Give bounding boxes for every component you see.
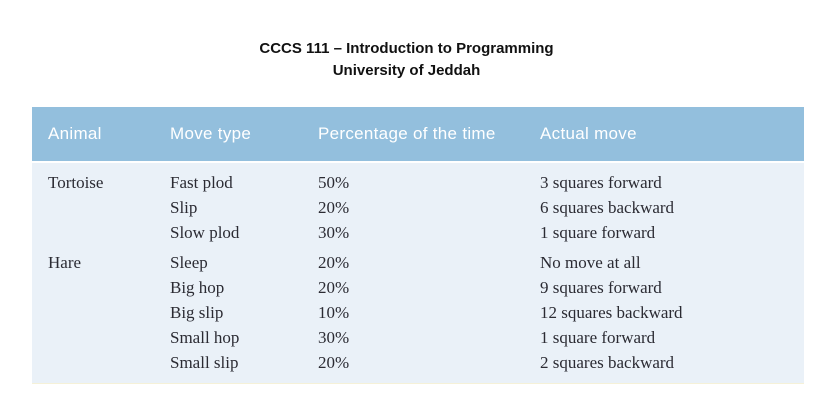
cell-percentage: 30%	[318, 223, 350, 242]
animal-group: Tortoise Fast plod 50% 3 squares forward Sli…	[48, 170, 804, 245]
cell-animal: Tortoise	[48, 173, 104, 192]
column-header-animal: Animal	[48, 124, 102, 143]
cell-animal	[48, 350, 170, 375]
cell-move-type: Small slip	[170, 353, 239, 372]
cell-move-type: Small hop	[170, 328, 240, 347]
cell-actual-move: 1 square forward	[540, 223, 656, 242]
cell-percentage: 20%	[318, 198, 350, 217]
cell-actual-move: 3 squares forward	[540, 173, 662, 192]
column-header-actual-move: Actual move	[540, 124, 637, 143]
cell-animal	[48, 325, 170, 350]
table-row: Small hop 30% 1 square forward	[48, 325, 804, 350]
course-title: CCCS 111 – Introduction to Programming	[259, 40, 554, 57]
cell-move-type: Slip	[170, 198, 198, 217]
column-header-percentage: Percentage of the time	[318, 124, 496, 143]
cell-move-type: Big hop	[170, 278, 225, 297]
table-row: Slow plod 30% 1 square forward	[48, 220, 804, 245]
cell-percentage: 20%	[318, 253, 350, 272]
university-name: University of Jeddah	[332, 62, 481, 79]
column-header-move-type: Move type	[170, 124, 252, 143]
cell-animal	[48, 195, 170, 220]
animal-group: Hare Sleep 20% No move at all Big hop 20% 9 sq…	[48, 250, 804, 375]
cell-actual-move: No move at all	[540, 253, 641, 272]
document-title-block: CCCS 111 – Introduction to Programming U…	[0, 38, 813, 82]
cell-percentage: 30%	[318, 328, 350, 347]
cell-percentage: 50%	[318, 173, 350, 192]
cell-animal	[48, 220, 170, 245]
animal-moves-table: Animal Move type Percentage of the time …	[32, 107, 804, 384]
cell-animal	[48, 300, 170, 325]
cell-animal: Hare	[48, 253, 82, 272]
cell-move-type: Slow plod	[170, 223, 240, 242]
cell-move-type: Fast plod	[170, 173, 233, 192]
table-header-row: Animal Move type Percentage of the time …	[32, 107, 804, 161]
table-body: Tortoise Fast plod 50% 3 squares forward Sli…	[32, 163, 804, 384]
table-row: Hare Sleep 20% No move at all	[48, 250, 804, 275]
cell-actual-move: 9 squares forward	[540, 278, 662, 297]
cell-percentage: 10%	[318, 303, 350, 322]
cell-actual-move: 6 squares backward	[540, 198, 675, 217]
table-row: Small slip 20% 2 squares backward	[48, 350, 804, 375]
table-row: Big slip 10% 12 squares backward	[48, 300, 804, 325]
cell-actual-move: 2 squares backward	[540, 353, 675, 372]
cell-percentage: 20%	[318, 353, 350, 372]
cell-animal	[48, 275, 170, 300]
cell-percentage: 20%	[318, 278, 350, 297]
table-row: Big hop 20% 9 squares forward	[48, 275, 804, 300]
table-row: Tortoise Fast plod 50% 3 squares forward	[48, 170, 804, 195]
cell-move-type: Big slip	[170, 303, 224, 322]
cell-move-type: Sleep	[170, 253, 208, 272]
cell-actual-move: 12 squares backward	[540, 303, 683, 322]
cell-actual-move: 1 square forward	[540, 328, 656, 347]
table-row: Slip 20% 6 squares backward	[48, 195, 804, 220]
